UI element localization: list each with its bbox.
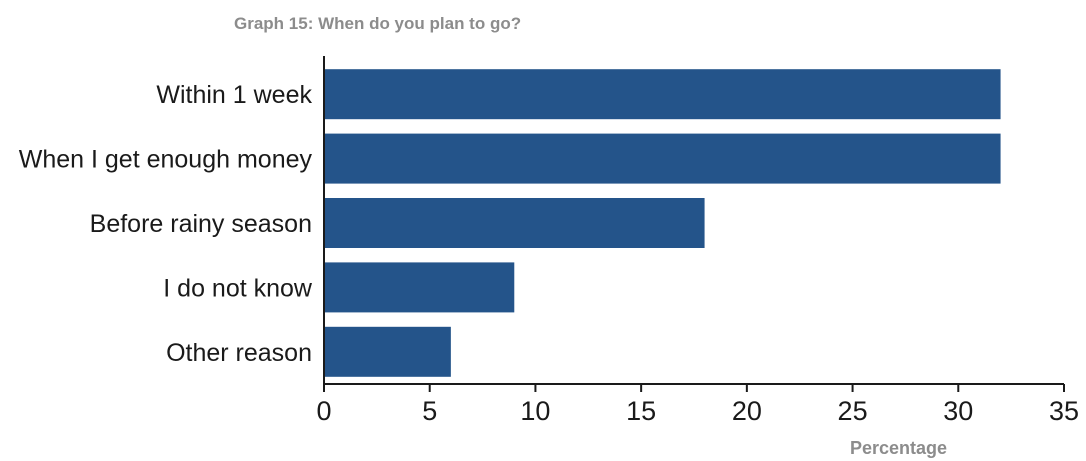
category-label: Before rainy season xyxy=(90,210,312,238)
category-label: I do not know xyxy=(163,274,313,302)
x-ticks xyxy=(323,384,1065,392)
x-tick-labels: 0 5 10 15 20 25 30 35 xyxy=(316,396,1079,426)
category-label: Other reason xyxy=(166,339,312,367)
x-tick-label: 0 xyxy=(316,396,331,426)
x-tick-label: 10 xyxy=(520,396,550,426)
x-tick-label: 5 xyxy=(422,396,437,426)
category-labels: Within 1 week When I get enough money Befo… xyxy=(19,81,313,367)
x-axis-label: Percentage xyxy=(850,438,948,458)
bar xyxy=(324,133,1001,184)
category-label: When I get enough money xyxy=(19,146,313,174)
bar xyxy=(324,69,1001,120)
x-tick-label: 35 xyxy=(1049,396,1079,426)
x-tick-label: 15 xyxy=(626,396,656,426)
bars-group xyxy=(324,69,1001,377)
bar xyxy=(324,262,515,313)
x-tick-label: 25 xyxy=(838,396,868,426)
chart-title: Graph 15: When do you plan to go? xyxy=(234,14,522,33)
category-label: Within 1 week xyxy=(156,81,312,109)
bar xyxy=(324,198,705,248)
x-tick-label: 30 xyxy=(943,396,973,426)
bar xyxy=(324,326,451,377)
x-tick-label: 20 xyxy=(732,396,762,426)
